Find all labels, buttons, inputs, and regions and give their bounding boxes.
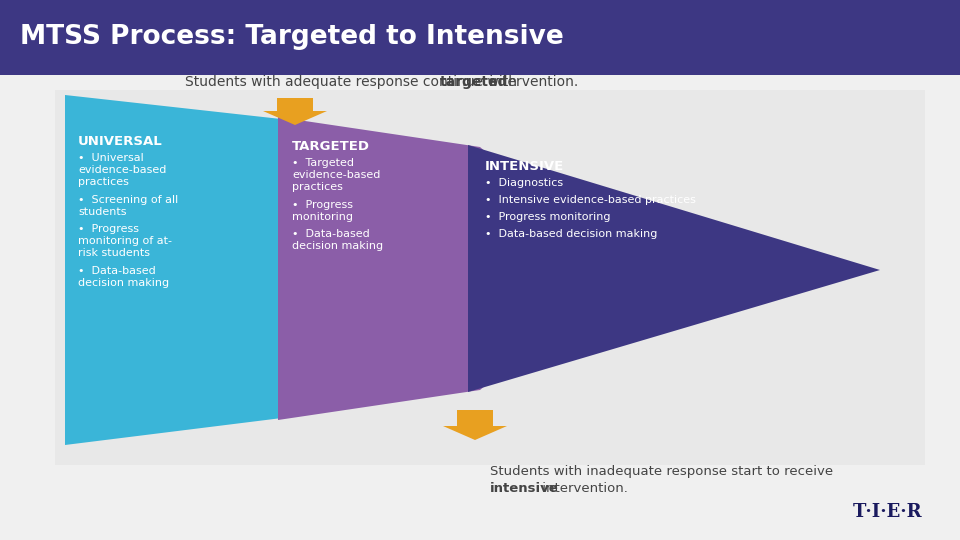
Polygon shape xyxy=(468,145,880,392)
FancyBboxPatch shape xyxy=(0,0,960,75)
Text: •  Targeted
evidence-based
practices: • Targeted evidence-based practices xyxy=(292,158,380,192)
Text: •  Data-based
decision making: • Data-based decision making xyxy=(292,229,383,251)
Text: •  Intensive evidence-based practices: • Intensive evidence-based practices xyxy=(485,195,696,205)
Text: intervention.: intervention. xyxy=(485,75,578,89)
Polygon shape xyxy=(278,117,625,420)
Text: targeted: targeted xyxy=(441,75,509,89)
Polygon shape xyxy=(65,95,490,445)
Text: T·I·E·R: T·I·E·R xyxy=(853,503,923,521)
Text: UNIVERSAL: UNIVERSAL xyxy=(78,135,163,148)
Polygon shape xyxy=(443,410,507,440)
Text: Students with adequate response continue with: Students with adequate response continue… xyxy=(185,75,521,89)
Text: •  Progress monitoring: • Progress monitoring xyxy=(485,212,611,222)
Text: •  Universal
evidence-based
practices: • Universal evidence-based practices xyxy=(78,153,166,187)
Text: intensive: intensive xyxy=(490,482,559,495)
Polygon shape xyxy=(263,98,327,125)
Text: TARGETED: TARGETED xyxy=(292,140,370,153)
Text: •  Progress
monitoring of at-
risk students: • Progress monitoring of at- risk studen… xyxy=(78,224,172,258)
Text: Students with inadequate response start to receive: Students with inadequate response start … xyxy=(490,465,837,478)
Text: •  Data-based decision making: • Data-based decision making xyxy=(485,229,658,239)
Text: MTSS Process: Targeted to Intensive: MTSS Process: Targeted to Intensive xyxy=(20,24,564,50)
Text: •  Screening of all
students: • Screening of all students xyxy=(78,195,179,217)
Text: •  Data-based
decision making: • Data-based decision making xyxy=(78,266,169,288)
Text: •  Diagnostics: • Diagnostics xyxy=(485,178,564,188)
Text: intervention.: intervention. xyxy=(538,482,628,495)
Text: INTENSIVE: INTENSIVE xyxy=(485,160,564,173)
Text: •  Progress
monitoring: • Progress monitoring xyxy=(292,200,353,222)
FancyBboxPatch shape xyxy=(55,90,925,465)
